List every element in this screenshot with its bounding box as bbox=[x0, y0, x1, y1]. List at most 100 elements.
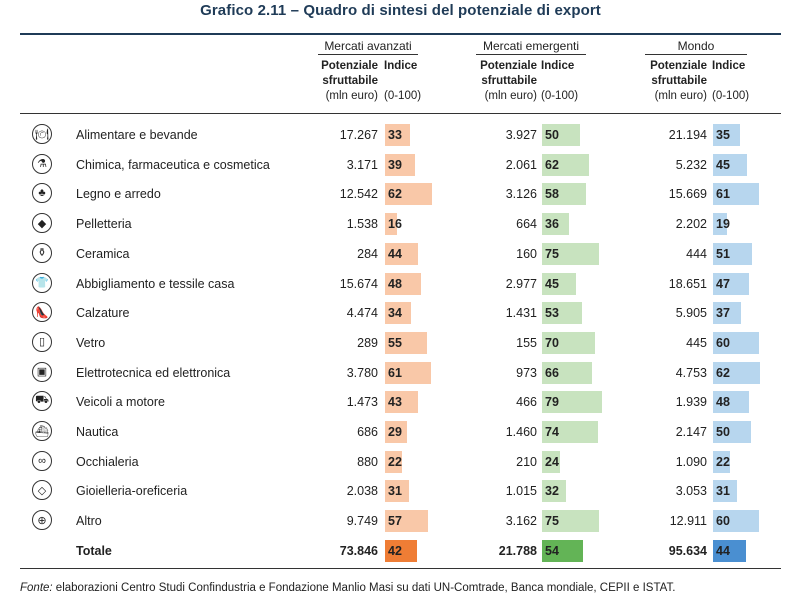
potential-header-unit: (mln euro) bbox=[325, 90, 378, 102]
potential-value-world: 95.634 bbox=[668, 543, 707, 558]
potential-value-emerging: 3.162 bbox=[505, 514, 537, 529]
potential-value-world: 4.753 bbox=[675, 365, 707, 380]
table-row: ⛟ Veicoli a motore 1.473 43 466 79 1.939 48 bbox=[0, 387, 801, 417]
car-icon: ⛟ bbox=[32, 391, 52, 412]
potential-value-advanced: 9.749 bbox=[346, 514, 378, 529]
sector-label: Calzature bbox=[76, 306, 130, 321]
index-header-emerging: Indice (0-100) bbox=[541, 59, 601, 104]
index-header-label: Indice bbox=[384, 60, 418, 72]
potential-value-advanced: 284 bbox=[357, 246, 378, 261]
potential-value-advanced: 4.474 bbox=[346, 306, 378, 321]
index-label-emerging: 36 bbox=[545, 217, 559, 232]
table-row: ▯ Vetro 289 55 155 70 445 60 bbox=[0, 328, 801, 358]
sector-label: Alimentare e bevande bbox=[76, 128, 198, 142]
index-bar-advanced bbox=[385, 510, 428, 533]
index-bar-emerging bbox=[542, 124, 580, 146]
index-bar-advanced bbox=[385, 302, 411, 325]
index-label-advanced: 42 bbox=[388, 543, 402, 558]
potential-value-advanced: 73.846 bbox=[339, 543, 378, 558]
tree-icon: ♣ bbox=[32, 183, 52, 204]
potential-value-world: 5.232 bbox=[675, 157, 707, 172]
source-note: Fonte: elaborazioni Centro Studi Confind… bbox=[20, 582, 675, 594]
index-label-advanced: 31 bbox=[388, 484, 402, 499]
sector-label: Elettrotecnica ed elettronica bbox=[76, 365, 231, 380]
potential-header-line1: Potenziale bbox=[480, 60, 537, 72]
potential-value-advanced: 686 bbox=[357, 425, 378, 439]
potential-value-advanced: 1.538 bbox=[346, 217, 378, 232]
potential-value-advanced: 289 bbox=[357, 335, 378, 350]
sector-label: Pelletteria bbox=[76, 217, 132, 232]
index-bar-advanced bbox=[385, 153, 415, 176]
index-label-advanced: 57 bbox=[388, 514, 402, 529]
index-label-advanced: 33 bbox=[388, 128, 402, 142]
glass-icon: ▯ bbox=[32, 331, 52, 352]
sector-label: Abbigliamento e tessile casa bbox=[76, 276, 235, 291]
sector-label: Ceramica bbox=[76, 246, 130, 261]
index-label-world: 19 bbox=[716, 217, 730, 232]
index-bar-advanced bbox=[385, 539, 417, 562]
potential-value-world: 18.651 bbox=[668, 276, 707, 291]
index-label-advanced: 62 bbox=[388, 187, 402, 202]
index-header-world: Indice (0-100) bbox=[712, 59, 772, 104]
sector-label: Altro bbox=[76, 514, 102, 529]
index-bar-advanced bbox=[385, 242, 418, 265]
table-row: 👕 Abbigliamento e tessile casa 15.674 48 2.9… bbox=[0, 269, 801, 299]
index-bar-advanced bbox=[385, 480, 409, 503]
index-label-advanced: 22 bbox=[388, 454, 402, 469]
index-bar-emerging bbox=[542, 450, 560, 473]
potential-value-emerging: 2.061 bbox=[505, 157, 537, 172]
index-label-emerging: 53 bbox=[545, 306, 559, 321]
index-label-emerging: 74 bbox=[545, 425, 559, 439]
index-label-emerging: 54 bbox=[545, 543, 559, 558]
sector-label: Veicoli a motore bbox=[76, 395, 165, 410]
index-header-label: Indice bbox=[541, 60, 575, 72]
potential-value-world: 2.147 bbox=[675, 425, 707, 439]
table-row: 🍽 Alimentare e bevande 17.267 33 3.927 50 21.1… bbox=[0, 120, 801, 150]
index-bar-advanced bbox=[385, 421, 407, 443]
index-label-advanced: 48 bbox=[388, 276, 402, 291]
potential-value-world: 444 bbox=[686, 246, 707, 261]
index-bar-world bbox=[713, 302, 741, 325]
index-bar-world bbox=[713, 510, 759, 533]
index-bar-world bbox=[713, 391, 749, 414]
leather-tag-icon: ◆ bbox=[32, 213, 52, 234]
shoe-icon: 👠 bbox=[32, 302, 52, 323]
index-bar-advanced bbox=[385, 124, 410, 146]
index-bar-world bbox=[713, 272, 749, 295]
table-row: ⊕ Altro 9.749 57 3.162 75 12.911 60 bbox=[0, 506, 801, 536]
index-bar-emerging bbox=[542, 421, 598, 443]
index-label-world: 35 bbox=[716, 128, 730, 142]
index-label-world: 61 bbox=[716, 187, 730, 202]
index-bar-world bbox=[713, 450, 730, 473]
index-label-world: 31 bbox=[716, 484, 730, 499]
index-label-world: 51 bbox=[716, 246, 730, 261]
potential-header-line1: Potenziale bbox=[321, 60, 378, 72]
index-label-advanced: 29 bbox=[388, 425, 402, 439]
potential-value-advanced: 2.038 bbox=[346, 484, 378, 499]
index-bar-world bbox=[713, 124, 740, 146]
potential-header-unit: (mln euro) bbox=[654, 90, 707, 102]
index-label-world: 48 bbox=[716, 395, 730, 410]
index-label-emerging: 58 bbox=[545, 187, 559, 202]
index-header-unit: (0-100) bbox=[541, 90, 579, 102]
potential-value-world: 2.202 bbox=[675, 217, 707, 232]
index-bar-advanced bbox=[385, 361, 431, 384]
index-label-emerging: 24 bbox=[545, 454, 559, 469]
potential-header-advanced: Potenziale sfruttabile (mln euro) bbox=[308, 59, 378, 104]
index-bar-world bbox=[713, 421, 751, 443]
potential-value-advanced: 1.473 bbox=[346, 395, 378, 410]
index-label-advanced: 43 bbox=[388, 395, 402, 410]
index-label-advanced: 61 bbox=[388, 365, 402, 380]
sector-label: Vetro bbox=[76, 335, 106, 350]
source-prefix: Fonte: bbox=[20, 582, 53, 594]
index-header-label: Indice bbox=[712, 60, 746, 72]
index-bar-emerging bbox=[542, 480, 566, 503]
index-label-emerging: 50 bbox=[545, 128, 559, 142]
index-bar-emerging bbox=[542, 153, 589, 176]
flask-icon: ⚗ bbox=[32, 153, 52, 174]
table-row: ◆ Pelletteria 1.538 16 664 36 2.202 19 bbox=[0, 209, 801, 239]
potential-value-emerging: 210 bbox=[516, 454, 537, 469]
index-bar-world bbox=[713, 331, 759, 354]
index-label-emerging: 79 bbox=[545, 395, 559, 410]
header-rule bbox=[20, 113, 781, 114]
